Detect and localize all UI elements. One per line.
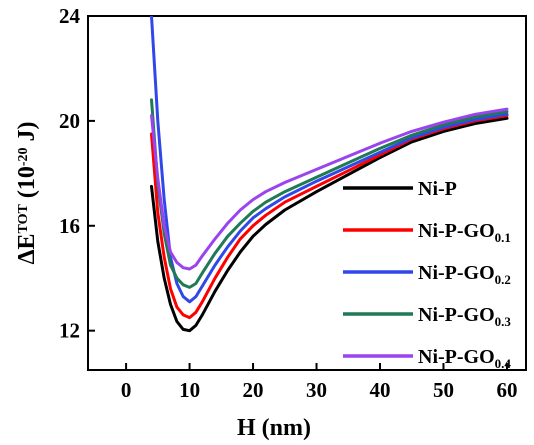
series-line-5: [150, 107, 509, 271]
axes: 0 10 20 30 40 50 60 12 16 20 24: [59, 4, 517, 402]
series-line-3: [150, 16, 509, 304]
y-axis-title-sup: TOT: [16, 203, 31, 233]
legend-label-1: Ni-P: [418, 178, 457, 200]
x-tick-label: 40: [370, 378, 391, 402]
y-axis-title: ΔETOT (10-20 J): [14, 121, 40, 264]
x-tick-label: 10: [179, 378, 200, 402]
series-layer: [150, 16, 509, 333]
y-tick-label: 24: [59, 4, 81, 28]
y-axis-title-unit-open: (10: [14, 166, 40, 204]
legend-label-5: Ni-P-GO0.4: [418, 346, 511, 371]
y-axis-title-unit-sup: -20: [16, 147, 31, 166]
x-tick-label: 30: [306, 378, 327, 402]
y-axis-title-main: ΔE: [14, 233, 40, 264]
legend-label-4: Ni-P-GO0.3: [418, 304, 511, 329]
y-tick-label: 16: [59, 214, 80, 238]
series-line-1: [150, 116, 509, 333]
legend-label-2: Ni-P-GO0.1: [418, 220, 511, 245]
y-tick-label: 20: [59, 109, 80, 133]
legend-label-3: Ni-P-GO0.2: [418, 262, 511, 287]
legend: Ni-P Ni-P-GO0.1 Ni-P-GO0.2 Ni-P-GO0.3 Ni-P-G…: [343, 178, 511, 371]
y-tick-label: 12: [59, 319, 80, 343]
series-line-2: [150, 114, 509, 320]
x-tick-label: 60: [496, 378, 517, 402]
series-line-4: [150, 98, 509, 289]
x-axis-title: H (nm): [237, 415, 311, 441]
y-axis-title-unit-close: J): [14, 121, 40, 147]
x-tick-label: 50: [433, 378, 454, 402]
plot-frame: [87, 15, 527, 371]
x-tick-label: 20: [243, 378, 264, 402]
x-tick-label: 0: [121, 378, 132, 402]
